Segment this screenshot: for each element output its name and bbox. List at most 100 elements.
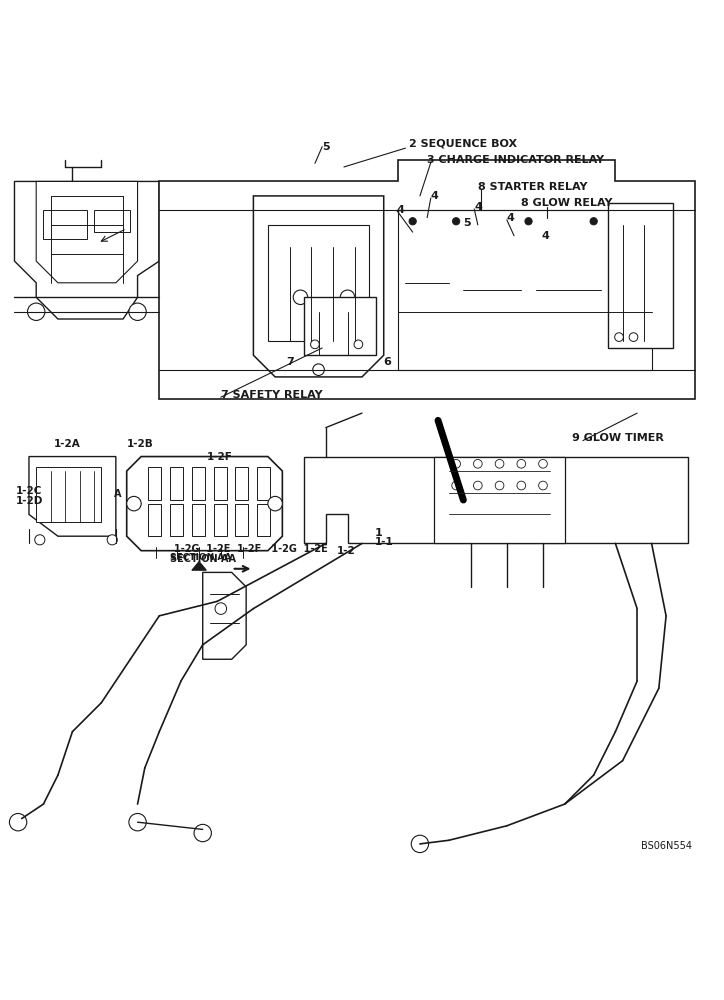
Bar: [304, 297, 376, 355]
Circle shape: [107, 535, 117, 545]
Text: 4: 4: [507, 213, 515, 223]
Text: 1-2A: 1-2A: [54, 439, 81, 449]
Circle shape: [573, 252, 585, 263]
Polygon shape: [36, 181, 138, 283]
Circle shape: [9, 813, 27, 831]
Circle shape: [615, 333, 623, 341]
Text: BS06N554: BS06N554: [641, 841, 691, 851]
Circle shape: [629, 333, 638, 341]
Text: 8 GLOW RELAY: 8 GLOW RELAY: [521, 198, 613, 208]
Polygon shape: [29, 457, 116, 536]
Bar: [434, 457, 565, 543]
Text: 5: 5: [322, 142, 330, 152]
Bar: [235, 467, 248, 500]
Text: 4: 4: [474, 202, 482, 212]
Bar: [257, 504, 270, 536]
Bar: [94, 210, 130, 232]
Polygon shape: [203, 572, 246, 659]
Circle shape: [495, 481, 504, 490]
Circle shape: [517, 459, 526, 468]
Circle shape: [452, 218, 460, 225]
Circle shape: [541, 252, 552, 263]
Bar: [170, 504, 183, 536]
Bar: [192, 467, 205, 500]
Circle shape: [452, 459, 460, 468]
Circle shape: [468, 302, 480, 314]
Text: 4: 4: [542, 231, 550, 241]
Circle shape: [340, 290, 355, 305]
Circle shape: [129, 303, 146, 320]
Bar: [36, 467, 101, 522]
Circle shape: [411, 835, 429, 853]
Circle shape: [194, 824, 211, 842]
Text: 1-2B: 1-2B: [127, 439, 153, 449]
Text: 7: 7: [286, 357, 294, 367]
Text: 1: 1: [375, 528, 383, 538]
Bar: [148, 504, 161, 536]
Bar: [608, 203, 673, 348]
Bar: [398, 210, 652, 370]
Circle shape: [28, 303, 45, 320]
Polygon shape: [253, 196, 384, 377]
Circle shape: [539, 459, 547, 468]
Circle shape: [495, 459, 504, 468]
Circle shape: [634, 218, 641, 225]
Circle shape: [432, 252, 444, 263]
Bar: [43, 210, 87, 239]
Circle shape: [590, 218, 597, 225]
Circle shape: [129, 813, 146, 831]
Polygon shape: [14, 181, 159, 319]
Text: 6: 6: [384, 357, 392, 367]
Circle shape: [409, 218, 416, 225]
Polygon shape: [127, 457, 282, 551]
Circle shape: [311, 340, 319, 349]
Text: 1-2G  1-2E  1-2F   1-2G  1-2E: 1-2G 1-2E 1-2F 1-2G 1-2E: [174, 544, 327, 554]
Circle shape: [354, 340, 363, 349]
Bar: [235, 504, 248, 536]
Text: 1-2D: 1-2D: [16, 496, 43, 506]
Circle shape: [539, 481, 547, 490]
Text: 7 SAFETY RELAY: 7 SAFETY RELAY: [221, 390, 322, 400]
Circle shape: [411, 252, 422, 263]
Circle shape: [497, 252, 509, 263]
Circle shape: [541, 306, 552, 318]
Circle shape: [313, 364, 324, 375]
Text: 2 SEQUENCE BOX: 2 SEQUENCE BOX: [409, 139, 517, 149]
Circle shape: [293, 290, 308, 305]
Circle shape: [127, 496, 141, 511]
Text: 3 CHARGE INDICATOR RELAY: 3 CHARGE INDICATOR RELAY: [427, 155, 605, 165]
Text: A: A: [114, 489, 122, 499]
Circle shape: [517, 481, 526, 490]
Polygon shape: [159, 160, 695, 399]
Text: 9 GLOW TIMER: 9 GLOW TIMER: [572, 433, 664, 443]
Text: 1-2F: 1-2F: [206, 452, 232, 462]
Text: 5: 5: [463, 218, 471, 228]
Bar: [257, 467, 270, 500]
Polygon shape: [304, 457, 688, 543]
Polygon shape: [536, 239, 601, 341]
Text: SECTION AA: SECTION AA: [170, 553, 232, 562]
Polygon shape: [405, 239, 449, 326]
Text: 1-2: 1-2: [337, 546, 355, 556]
Bar: [214, 467, 227, 500]
Circle shape: [573, 306, 585, 318]
Text: 4: 4: [431, 191, 439, 201]
Circle shape: [268, 496, 282, 511]
Text: 4: 4: [397, 205, 405, 215]
Circle shape: [497, 302, 509, 314]
Text: 8 STARTER RELAY: 8 STARTER RELAY: [478, 182, 587, 192]
Text: 1-2C: 1-2C: [16, 486, 42, 496]
Circle shape: [468, 252, 480, 263]
Bar: [192, 504, 205, 536]
Circle shape: [473, 459, 482, 468]
Circle shape: [35, 535, 45, 545]
Bar: [170, 467, 183, 500]
Bar: [268, 225, 369, 341]
Polygon shape: [463, 239, 521, 333]
Bar: [214, 504, 227, 536]
Circle shape: [452, 481, 460, 490]
Bar: [148, 467, 161, 500]
Circle shape: [215, 603, 227, 614]
Text: SECTION AA: SECTION AA: [170, 554, 236, 564]
Text: 1-1: 1-1: [375, 537, 394, 547]
